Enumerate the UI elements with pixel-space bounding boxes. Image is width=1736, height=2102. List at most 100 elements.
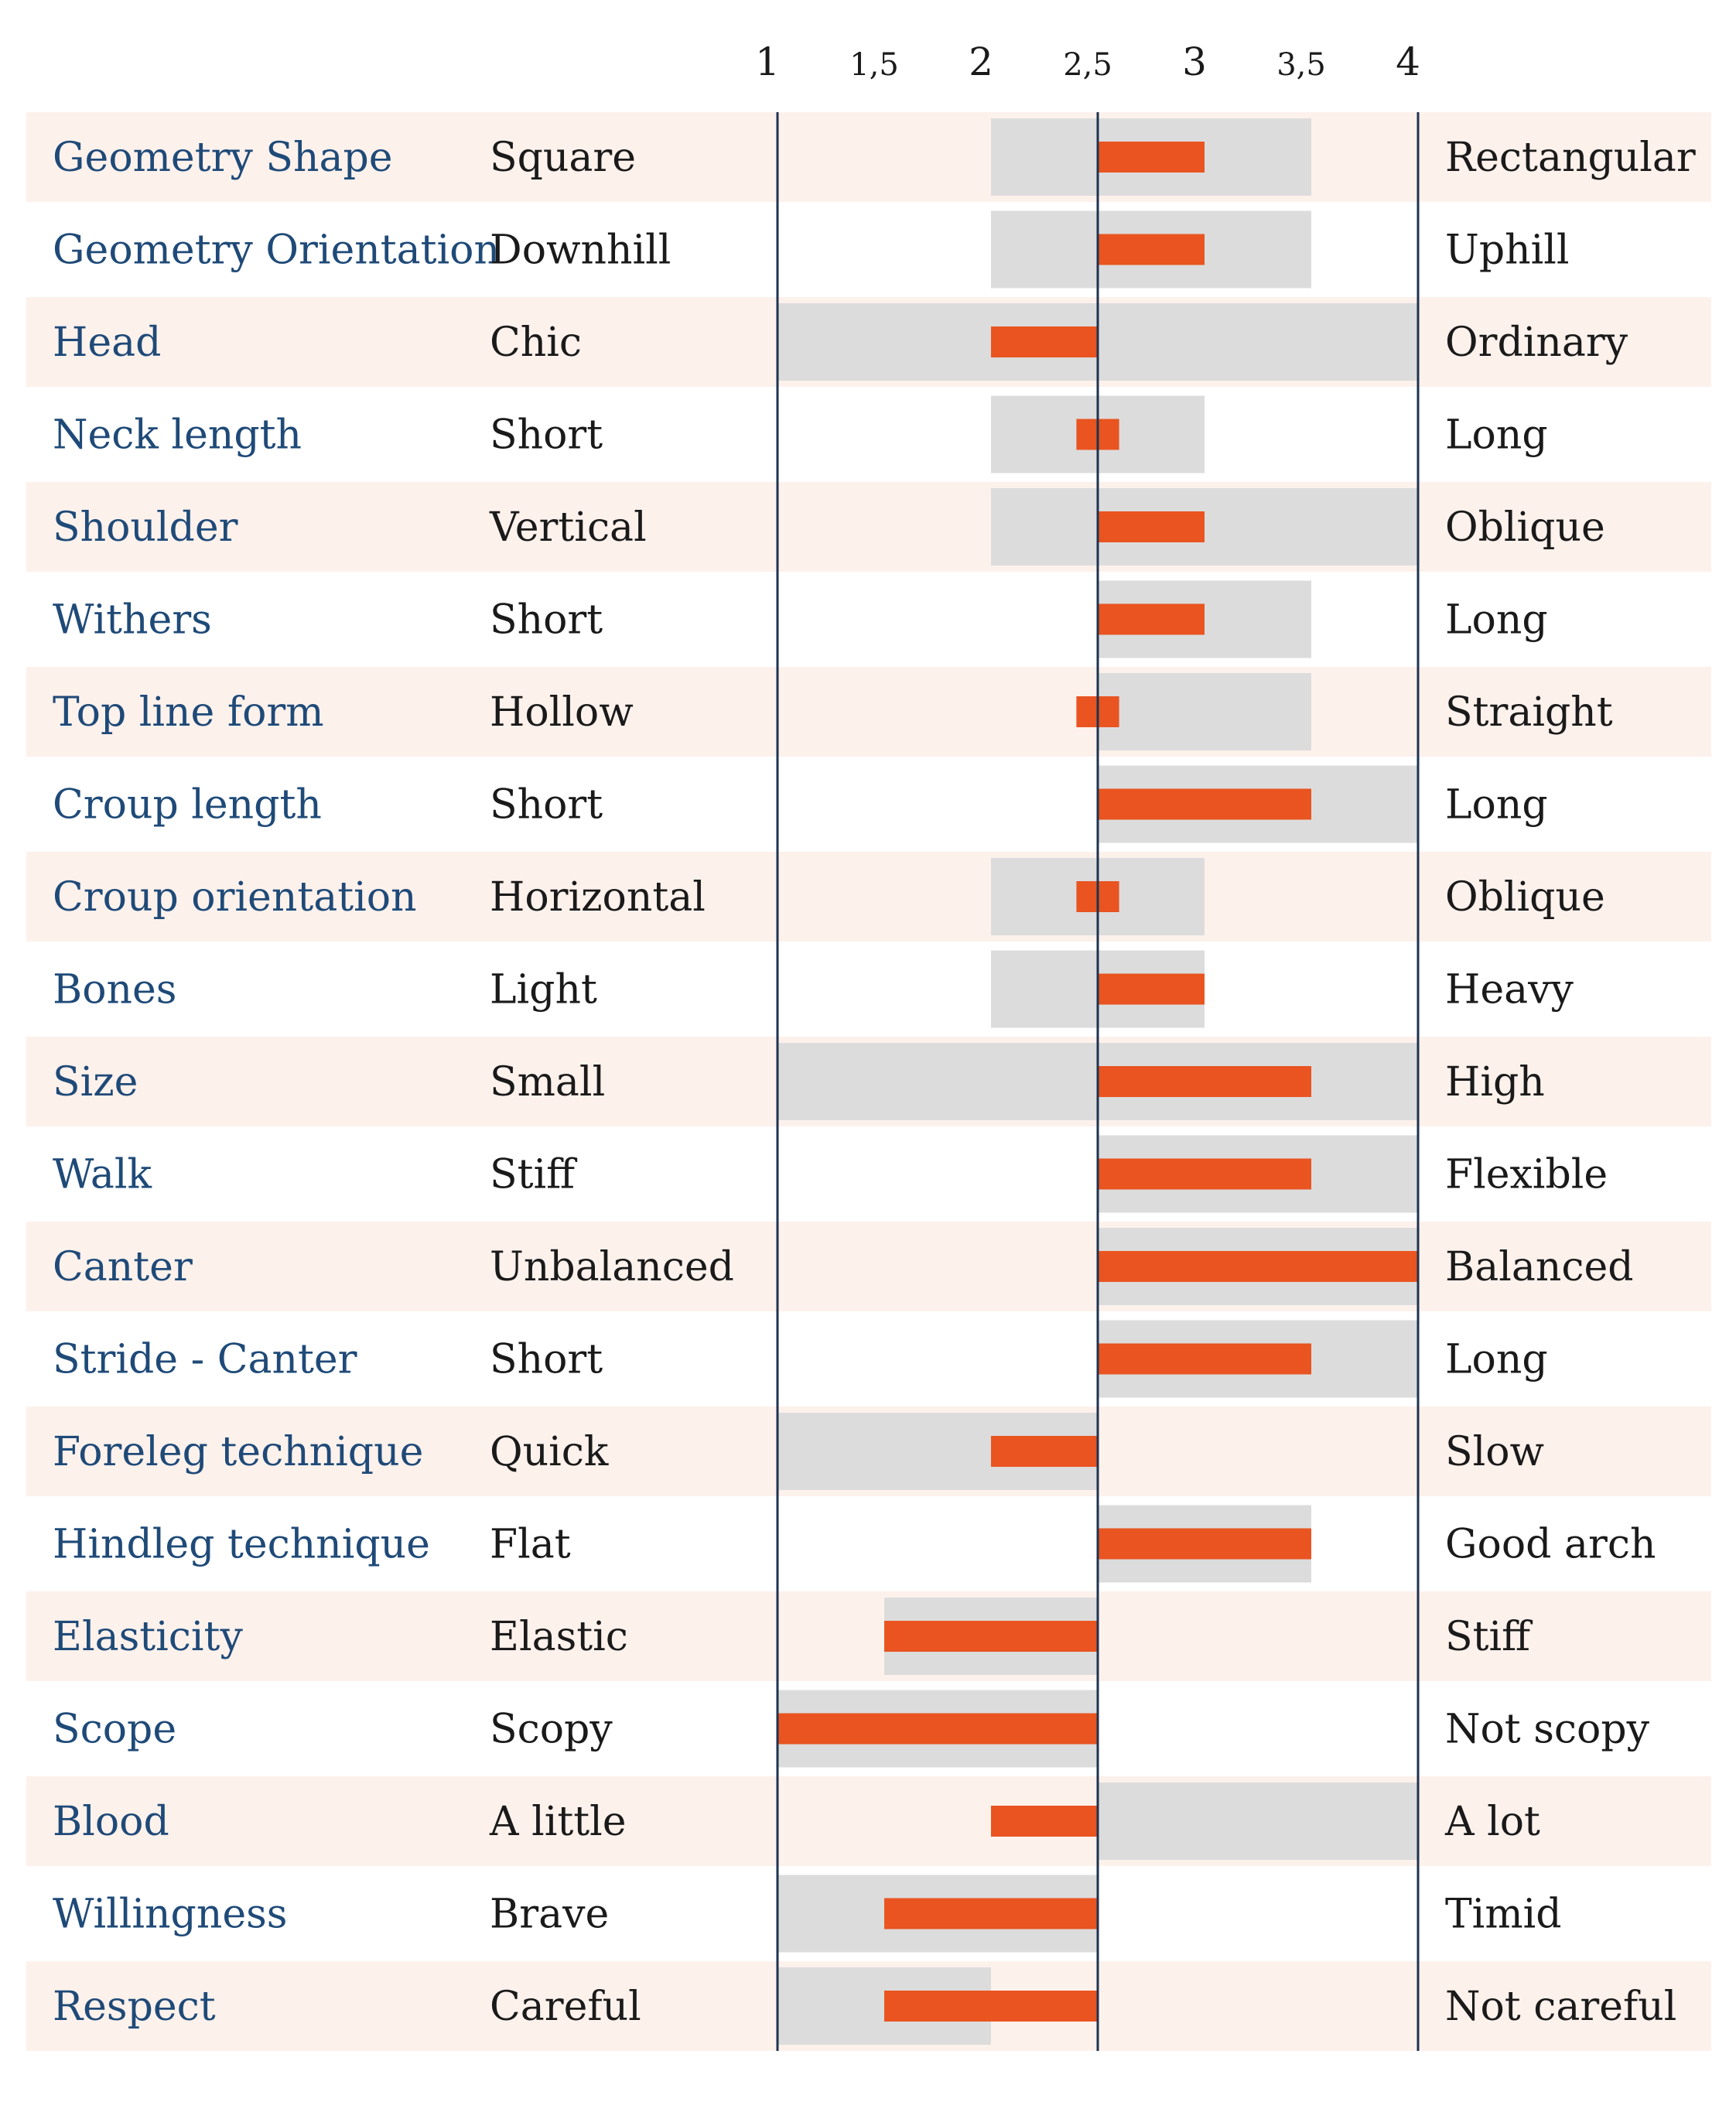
right-pole-label: Balanced (1445, 1244, 1634, 1290)
left-pole-label: Light (490, 967, 597, 1013)
axis-lines (776, 112, 1420, 2051)
value-bar (1098, 142, 1205, 173)
trait-label: Croup length (53, 782, 322, 829)
right-pole-label: Long (1445, 412, 1548, 459)
trait-label: Stride - Canter (53, 1337, 357, 1383)
row-background (26, 1591, 1711, 1681)
value-bar (1098, 1251, 1418, 1282)
value-bar (991, 326, 1098, 357)
right-pole-label: Flexible (1445, 1152, 1608, 1198)
value-bar (884, 1991, 1098, 2022)
tick-label: 1 (755, 39, 780, 84)
left-pole-label: Brave (490, 1892, 609, 1938)
value-bar (1098, 603, 1205, 635)
value-bar (1098, 973, 1205, 1005)
right-pole-label: Not careful (1445, 1984, 1676, 2030)
value-bar (1098, 1158, 1311, 1190)
row-background (26, 1776, 1711, 1866)
tick-label: 1,5 (849, 47, 899, 83)
left-pole-label: Hollow (490, 689, 634, 736)
trait-label: Bones (53, 967, 176, 1013)
right-pole-label: Ordinary (1445, 320, 1628, 366)
left-pole-label: Small (490, 1059, 605, 1106)
right-pole-label: Long (1445, 782, 1548, 829)
trait-label: Walk (53, 1152, 152, 1198)
row-labels: Geometry Shape Square Rectangular Geometry … (53, 135, 1696, 2030)
left-pole-label: Chic (490, 320, 582, 366)
value-bar (991, 1806, 1098, 1837)
trait-label: Neck length (53, 412, 302, 459)
left-pole-label: Short (490, 597, 603, 644)
trait-label: Shoulder (53, 504, 238, 551)
tick-label: 2 (969, 39, 993, 84)
value-bar (1098, 788, 1311, 820)
value-bar (884, 1898, 1098, 1929)
left-pole-label: Vertical (489, 504, 647, 551)
right-pole-label: High (1445, 1059, 1545, 1106)
value-bar (884, 1621, 1098, 1652)
right-pole-label: Slow (1445, 1429, 1544, 1475)
left-pole-label: Scopy (490, 1707, 613, 1753)
row-background (26, 1222, 1711, 1311)
value-bar (1098, 234, 1205, 265)
range-band (1098, 673, 1311, 750)
right-pole-label: Rectangular (1445, 135, 1696, 181)
trait-label: Top line form (53, 689, 324, 736)
tick-label: 2,5 (1063, 47, 1112, 83)
value-bars (777, 142, 1418, 2022)
right-pole-label: Oblique (1445, 504, 1605, 551)
right-pole-label: Heavy (1445, 967, 1574, 1013)
left-pole-label: Quick (490, 1429, 609, 1475)
right-pole-label: Long (1445, 597, 1548, 644)
range-band (1098, 1782, 1418, 1860)
right-pole-label: Good arch (1445, 1522, 1656, 1568)
row-background (26, 482, 1711, 572)
value-bar (1098, 1528, 1311, 1560)
trait-label: Willingness (53, 1892, 287, 1938)
trait-label: Canter (53, 1244, 193, 1290)
row-background (26, 852, 1711, 942)
row-background (26, 112, 1711, 202)
tick-label: 4 (1396, 39, 1420, 84)
left-pole-label: Unbalanced (490, 1244, 734, 1290)
trait-label: Hindleg technique (53, 1522, 430, 1568)
trait-label: Geometry Orientation (53, 227, 500, 274)
left-pole-label: Flat (490, 1522, 571, 1568)
trait-label: Blood (53, 1799, 169, 1845)
right-pole-label: Straight (1445, 689, 1613, 736)
left-pole-label: Downhill (490, 227, 671, 274)
trait-label: Size (53, 1059, 138, 1106)
left-pole-label: Short (490, 782, 603, 829)
trait-label: Elasticity (53, 1614, 243, 1660)
right-pole-label: Stiff (1445, 1614, 1533, 1660)
left-pole-label: Square (490, 135, 636, 181)
left-pole-label: A little (489, 1799, 627, 1845)
left-pole-label: Short (490, 412, 603, 459)
value-bar (1098, 1066, 1311, 1097)
right-pole-label: Long (1445, 1337, 1548, 1383)
left-pole-label: Stiff (490, 1152, 578, 1198)
right-pole-label: Not scopy (1445, 1707, 1650, 1753)
left-pole-label: Short (490, 1337, 603, 1383)
trait-label: Foreleg technique (53, 1429, 423, 1475)
left-pole-label: Careful (490, 1984, 641, 2030)
tick-label: 3 (1182, 39, 1207, 84)
trait-label: Geometry Shape (53, 135, 393, 181)
trait-label: Scope (53, 1707, 176, 1753)
value-bar (1098, 511, 1205, 542)
trait-label: Head (53, 320, 161, 366)
right-pole-label: A lot (1444, 1799, 1540, 1845)
value-bar (777, 1713, 1098, 1745)
tick-labels: 1 1,5 2 2,5 3 3,5 4 (755, 39, 1420, 84)
left-pole-label: Elastic (490, 1614, 628, 1660)
right-pole-label: Timid (1445, 1892, 1562, 1938)
trait-label: Respect (53, 1984, 216, 2030)
row-background (26, 667, 1711, 757)
trait-label: Withers (53, 597, 212, 644)
value-bar (1098, 1343, 1311, 1375)
value-bar (991, 1436, 1098, 1467)
trait-label: Croup orientation (53, 874, 417, 921)
left-pole-label: Horizontal (490, 874, 706, 921)
right-pole-label: Oblique (1445, 874, 1605, 921)
